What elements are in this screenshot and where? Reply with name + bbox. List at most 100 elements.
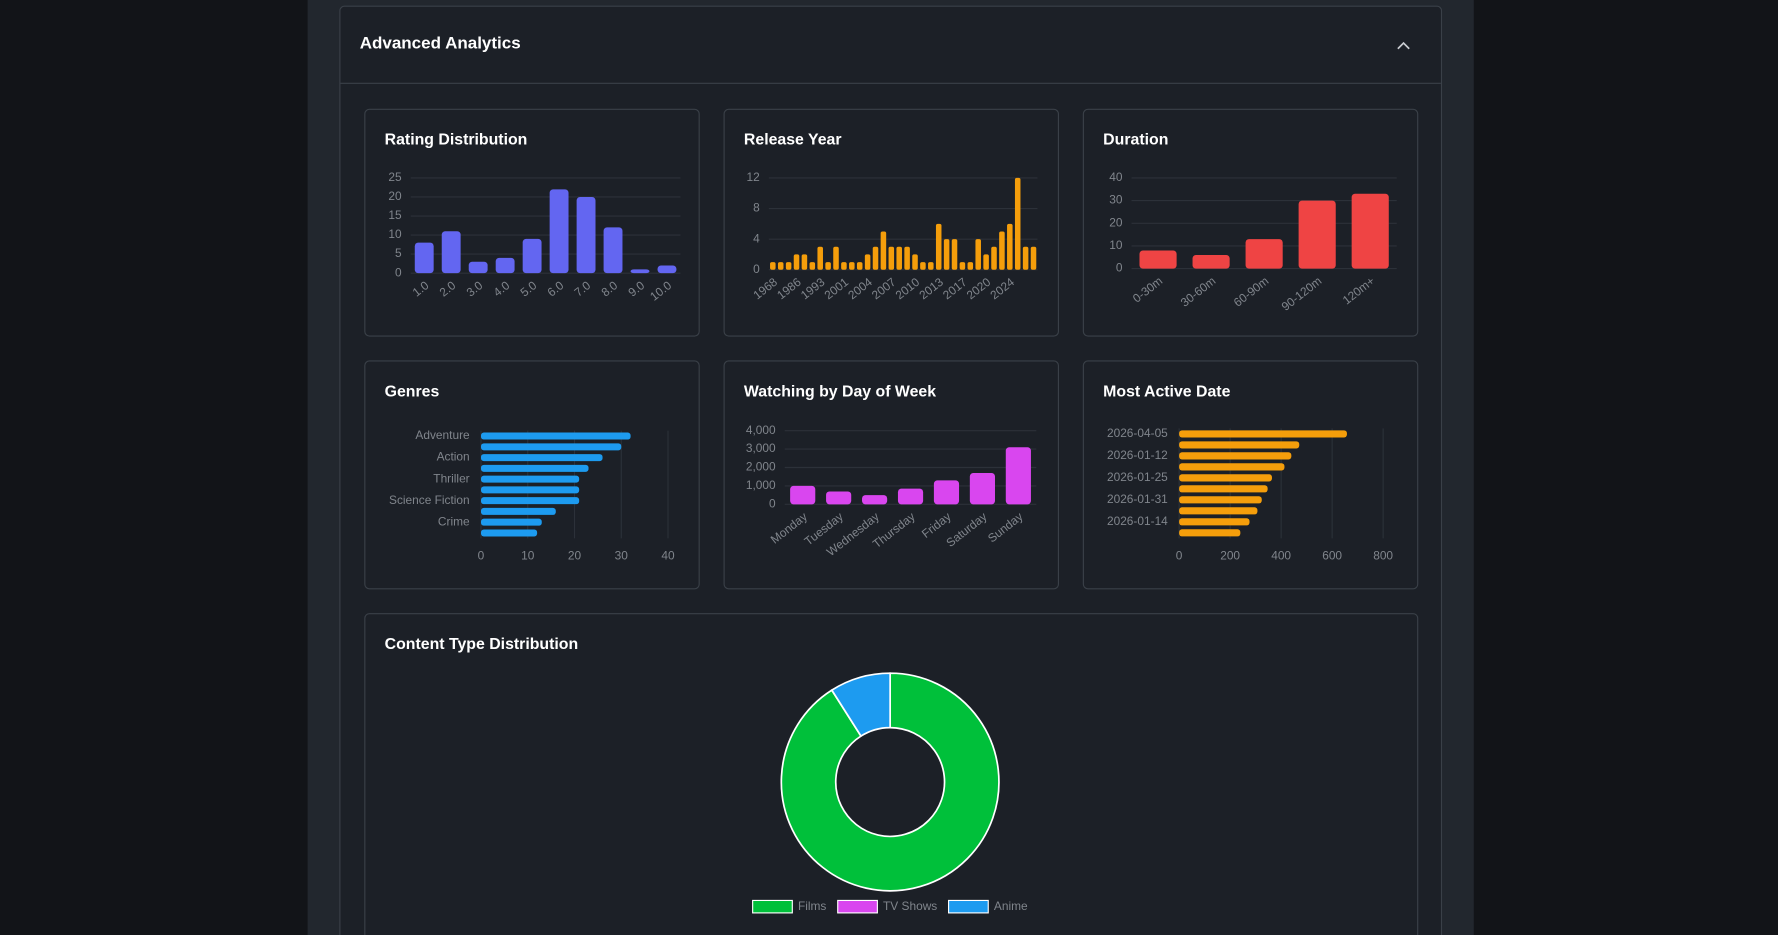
y-tick-label: 2026-01-12 bbox=[1107, 448, 1168, 462]
chart-title: Watching by Day of Week bbox=[744, 383, 936, 400]
bar bbox=[1179, 463, 1285, 471]
bar bbox=[657, 265, 677, 274]
bar bbox=[481, 464, 589, 472]
doughnut-slice bbox=[780, 672, 1000, 892]
bar bbox=[872, 246, 879, 270]
x-tick-label: 0 bbox=[1176, 549, 1183, 563]
y-tick-label: 1,000 bbox=[746, 478, 776, 492]
y-tick-label: 2026-01-31 bbox=[1107, 492, 1168, 506]
bar bbox=[904, 246, 910, 270]
x-tick-label: 40 bbox=[661, 549, 675, 563]
bar bbox=[481, 486, 580, 494]
bar bbox=[912, 254, 918, 270]
bar bbox=[1179, 452, 1292, 460]
y-tick-label: 15 bbox=[388, 208, 402, 222]
bar bbox=[777, 262, 784, 270]
bar bbox=[935, 223, 942, 270]
y-tick-label: 40 bbox=[1109, 170, 1123, 184]
bar bbox=[849, 262, 855, 270]
bar bbox=[967, 262, 974, 270]
bar bbox=[481, 475, 580, 483]
x-tick-label: 400 bbox=[1271, 549, 1291, 563]
x-tick-label: 30 bbox=[615, 549, 629, 563]
legend-label: Films bbox=[798, 899, 826, 913]
bar bbox=[896, 246, 902, 270]
bar bbox=[817, 246, 823, 270]
bar bbox=[1179, 518, 1250, 526]
bar bbox=[1014, 177, 1021, 270]
y-tick-label: Science Fiction bbox=[389, 493, 470, 507]
y-tick-label: Adventure bbox=[415, 428, 470, 442]
chart-card bbox=[364, 108, 700, 337]
bar bbox=[522, 238, 542, 274]
y-tick-label: 25 bbox=[388, 170, 402, 184]
bar bbox=[943, 239, 950, 270]
legend-label: Anime bbox=[994, 899, 1028, 913]
y-tick-label: 0 bbox=[395, 265, 402, 279]
legend-swatch bbox=[752, 899, 793, 914]
bar bbox=[770, 262, 776, 270]
bar bbox=[864, 254, 871, 270]
bar bbox=[880, 231, 887, 270]
legend-swatch bbox=[948, 899, 989, 914]
y-tick-label: 4 bbox=[753, 231, 760, 245]
bar bbox=[841, 262, 847, 270]
y-tick-label: 2,000 bbox=[746, 460, 776, 474]
bar bbox=[1179, 496, 1262, 504]
section-title: Advanced Analytics bbox=[360, 34, 521, 53]
bar bbox=[897, 488, 924, 505]
x-tick-label: 200 bbox=[1220, 549, 1240, 563]
y-tick-label: 3,000 bbox=[746, 441, 776, 455]
bar bbox=[801, 254, 808, 270]
bar bbox=[481, 443, 622, 451]
y-tick-label: 12 bbox=[747, 170, 761, 184]
y-tick-label: 5 bbox=[395, 246, 402, 260]
x-tick-label: 20 bbox=[568, 549, 582, 563]
bar bbox=[630, 269, 650, 274]
collapse-toggle[interactable] bbox=[1397, 41, 1410, 50]
x-tick-label: 800 bbox=[1373, 549, 1393, 563]
bar bbox=[1005, 447, 1031, 505]
chart-card bbox=[723, 360, 1059, 590]
bar bbox=[1351, 193, 1389, 269]
x-tick-label: 0 bbox=[478, 549, 485, 563]
y-tick-label: 0 bbox=[1116, 261, 1123, 275]
legend-label: TV Shows bbox=[883, 899, 937, 913]
bar bbox=[793, 254, 800, 270]
bar bbox=[1192, 255, 1230, 269]
y-tick-label: 8 bbox=[753, 201, 760, 215]
bar bbox=[481, 507, 556, 515]
chart-title: Genres bbox=[385, 383, 440, 400]
bar bbox=[1179, 529, 1241, 537]
bar bbox=[888, 246, 895, 270]
y-tick-label: 20 bbox=[1109, 215, 1123, 229]
bar bbox=[481, 497, 580, 505]
bar bbox=[933, 480, 960, 505]
bar bbox=[1245, 239, 1283, 269]
bar bbox=[826, 491, 852, 505]
bar bbox=[999, 231, 1005, 270]
bar bbox=[809, 262, 816, 270]
y-tick-label: 2026-01-14 bbox=[1107, 514, 1168, 528]
bar bbox=[468, 261, 488, 274]
bar bbox=[414, 242, 434, 274]
y-tick-label: 0 bbox=[769, 496, 776, 510]
bar bbox=[1179, 441, 1300, 449]
y-tick-label: Crime bbox=[438, 514, 470, 528]
bar bbox=[495, 257, 515, 274]
y-tick-label: 4,000 bbox=[746, 423, 776, 437]
y-tick-label: Thriller bbox=[433, 471, 469, 485]
chart-title: Content Type Distribution bbox=[385, 636, 579, 653]
chart-card bbox=[364, 360, 700, 590]
y-tick-label: 0 bbox=[753, 262, 760, 276]
chart-title: Release Year bbox=[744, 132, 842, 149]
bar bbox=[856, 262, 863, 270]
bar bbox=[785, 262, 792, 270]
bar bbox=[481, 432, 631, 440]
bar bbox=[1179, 507, 1258, 515]
chart-title: Duration bbox=[1103, 132, 1168, 149]
y-tick-label: 10 bbox=[1109, 238, 1123, 252]
y-tick-label: 30 bbox=[1109, 193, 1123, 207]
